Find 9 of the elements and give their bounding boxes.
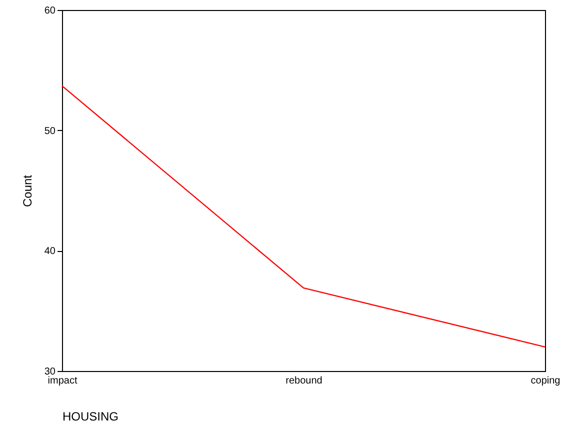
x-tick-label: coping (530, 376, 560, 386)
y-tick-label: 50 (44, 126, 56, 137)
y-tick-label: 60 (44, 6, 56, 16)
x-tick-label: impact (48, 376, 78, 386)
y-tick-label: 30 (44, 366, 56, 378)
x-axis-title: HOUSING (62, 410, 119, 424)
y-tick-label: 40 (44, 246, 56, 258)
x-tick-label: rebound (286, 376, 322, 386)
y-axis-title: Count (20, 174, 34, 208)
